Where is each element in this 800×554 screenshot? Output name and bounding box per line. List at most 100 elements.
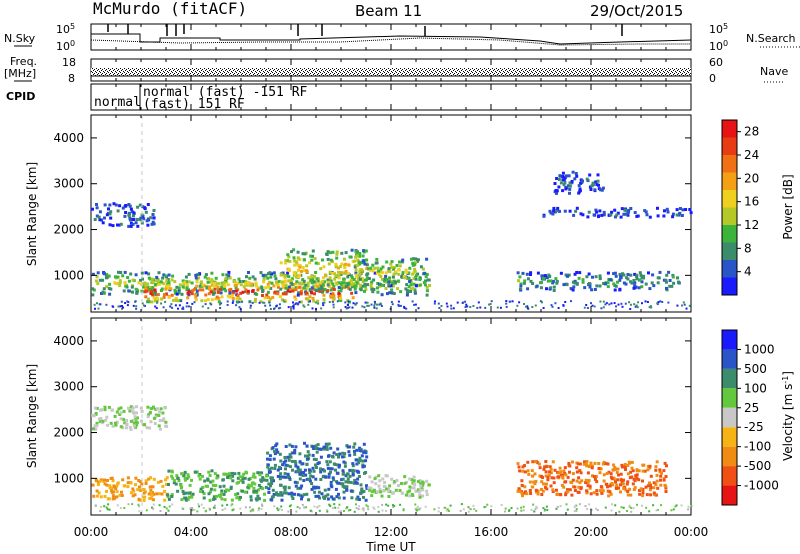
velocity-cell — [520, 483, 524, 487]
power-cell — [554, 189, 558, 192]
power-cell — [609, 213, 613, 217]
power-cell — [119, 222, 123, 226]
velocity-cell — [613, 466, 617, 469]
power-cell — [366, 304, 369, 307]
velocity-cell — [306, 450, 310, 454]
power-cell — [292, 271, 296, 275]
power-cell — [292, 305, 295, 308]
velocity-cell — [346, 506, 349, 509]
velocity-cell — [301, 462, 305, 466]
velocity-cell — [546, 476, 550, 480]
power-cell — [593, 188, 597, 192]
velocity-cell — [108, 484, 112, 488]
power-cell — [219, 307, 222, 309]
power-cell — [171, 274, 175, 278]
power-cell — [124, 302, 127, 304]
power-cell — [195, 289, 199, 293]
power-cell — [310, 286, 314, 290]
nsky-label: N.Sky — [4, 32, 36, 45]
power-cell — [413, 263, 417, 267]
velocity-cell — [664, 475, 668, 478]
velocity-cell — [340, 482, 343, 486]
power-colorbar-cell — [722, 242, 737, 260]
velocity-cell — [357, 461, 361, 465]
velocity-cell — [166, 495, 170, 499]
velocity-cell — [307, 468, 311, 472]
power-cell — [464, 300, 467, 303]
velocity-cell — [171, 503, 174, 506]
velocity-cell — [152, 405, 155, 409]
velocity-cell — [283, 485, 287, 489]
power-cell — [323, 288, 327, 291]
velocity-cell — [327, 472, 331, 476]
power-cell — [234, 289, 238, 293]
power-cell — [359, 288, 363, 292]
power-cell — [523, 303, 525, 305]
power-cell — [380, 277, 384, 281]
velocity-cell — [655, 473, 659, 477]
velocity-cell — [119, 411, 123, 415]
velocity-cell — [307, 498, 311, 502]
velocity-cell — [181, 490, 185, 493]
power-colorbar-tick-label: 12 — [744, 218, 759, 232]
velocity-cell — [382, 489, 386, 493]
velocity-cell — [118, 413, 122, 416]
velocity-cell — [222, 492, 226, 496]
velocity-cell — [191, 507, 193, 509]
power-cell — [167, 281, 171, 285]
velocity-cell — [483, 506, 486, 509]
power-cell — [450, 304, 453, 307]
power-cell — [364, 288, 368, 291]
power-cell — [165, 292, 169, 296]
velocity-cell — [134, 416, 138, 420]
velocity-cell — [370, 480, 374, 484]
power-cell — [181, 307, 184, 310]
power-cell — [152, 222, 156, 226]
velocity-cell — [258, 473, 262, 477]
power-cell — [549, 279, 553, 283]
velocity-cell — [552, 481, 556, 485]
power-cell — [425, 293, 429, 297]
velocity-cell — [630, 475, 634, 479]
power-cell — [96, 302, 98, 305]
power-cell — [135, 218, 139, 221]
velocity-cell — [134, 483, 137, 487]
power-cell — [581, 213, 585, 217]
power-cell — [552, 206, 556, 210]
velocity-cell — [542, 467, 546, 471]
power-cell — [163, 293, 166, 297]
power-cell — [197, 276, 200, 280]
power-cell — [318, 289, 322, 293]
power-cell — [207, 307, 210, 310]
velocity-ytick-label: 1000 — [53, 471, 84, 485]
power-cell — [364, 249, 368, 253]
velocity-cell — [566, 490, 570, 494]
power-cell — [392, 272, 396, 276]
power-cell — [575, 206, 579, 210]
power-cell — [332, 284, 336, 288]
velocity-cell — [273, 463, 277, 467]
velocity-cell — [314, 486, 318, 489]
velocity-cell — [232, 508, 235, 511]
power-cell — [469, 306, 472, 308]
velocity-cell — [339, 510, 342, 512]
power-cell — [616, 280, 619, 284]
velocity-cell — [336, 481, 340, 485]
power-cell — [236, 294, 240, 297]
power-cell — [150, 277, 154, 281]
velocity-cell — [362, 464, 366, 468]
power-cell — [254, 297, 257, 301]
power-cell — [263, 296, 267, 300]
power-cell — [574, 172, 578, 175]
freq-right-bottom: 0 — [709, 72, 716, 85]
power-cell — [267, 300, 271, 303]
velocity-cell — [595, 492, 599, 496]
velocity-cell — [279, 472, 283, 476]
velocity-cell — [128, 409, 132, 413]
power-cell — [416, 258, 420, 262]
velocity-cell — [364, 451, 368, 455]
velocity-cell — [142, 491, 146, 495]
power-cell — [365, 278, 368, 282]
power-cell — [322, 298, 326, 302]
power-colorbar-cell — [722, 120, 737, 138]
